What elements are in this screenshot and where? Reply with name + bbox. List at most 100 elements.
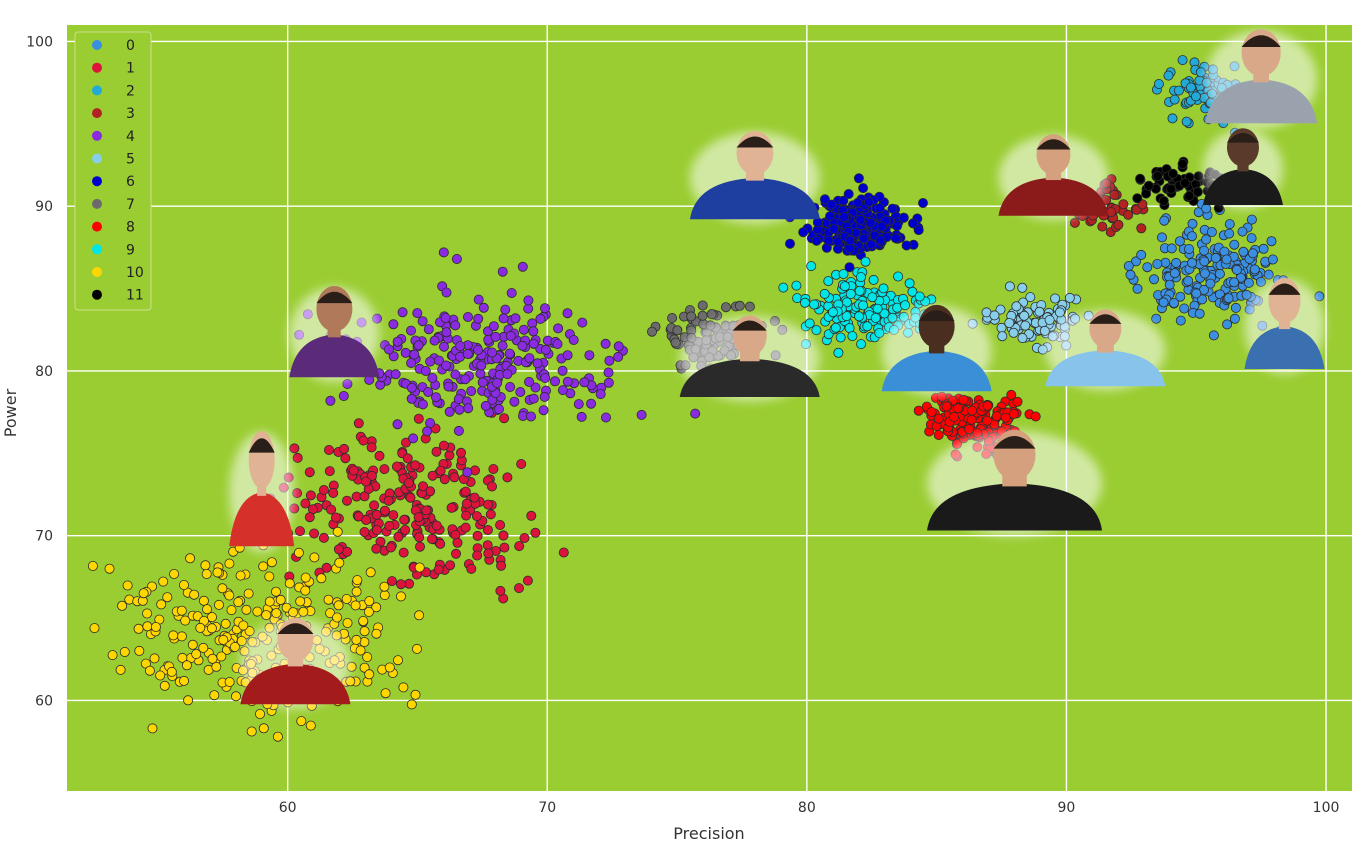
point-cluster-4: [579, 377, 590, 388]
point-cluster-10: [216, 651, 227, 662]
point-cluster-4: [524, 376, 535, 387]
point-cluster-10: [119, 647, 130, 658]
point-cluster-9: [804, 318, 815, 329]
point-cluster-1: [452, 537, 463, 548]
point-cluster-1: [289, 443, 300, 454]
point-cluster-4: [517, 261, 528, 272]
point-cluster-10: [359, 626, 370, 637]
point-cluster-10: [138, 588, 149, 599]
point-cluster-10: [211, 661, 222, 672]
point-cluster-4: [441, 327, 452, 338]
legend-marker: [92, 85, 102, 96]
point-cluster-0: [1123, 260, 1134, 271]
point-cluster-4: [515, 386, 526, 397]
point-cluster-10: [144, 665, 155, 676]
point-cluster-8: [966, 414, 977, 425]
y-tick-label: 90: [35, 199, 53, 215]
point-cluster-1: [369, 500, 380, 511]
point-cluster-4: [613, 351, 624, 362]
point-cluster-10: [258, 723, 269, 734]
point-cluster-9: [867, 292, 878, 303]
point-cluster-7: [744, 301, 755, 312]
point-cluster-5: [1008, 327, 1019, 338]
point-cluster-1: [496, 560, 507, 571]
legend-marker: [92, 130, 102, 141]
point-cluster-9: [845, 288, 856, 299]
point-cluster-5: [1004, 281, 1015, 292]
point-cluster-9: [874, 327, 885, 338]
point-cluster-10: [333, 600, 344, 611]
point-cluster-10: [364, 669, 375, 680]
point-cluster-3: [1136, 223, 1147, 234]
point-cluster-10: [206, 623, 217, 634]
point-cluster-10: [379, 581, 390, 592]
point-cluster-4: [532, 358, 543, 369]
point-cluster-1: [472, 530, 483, 541]
point-cluster-11: [1158, 195, 1169, 206]
point-cluster-4: [423, 324, 434, 335]
point-cluster-1: [449, 472, 460, 483]
point-cluster-11: [1192, 186, 1203, 197]
point-cluster-4: [552, 338, 563, 349]
point-cluster-9: [828, 307, 839, 318]
point-cluster-1: [371, 543, 382, 554]
point-cluster-6: [843, 188, 854, 199]
point-cluster-2: [1177, 55, 1188, 66]
legend-marker: [92, 198, 102, 209]
point-cluster-8: [1012, 396, 1023, 407]
point-cluster-4: [440, 312, 451, 323]
point-cluster-10: [384, 662, 395, 673]
point-cluster-10: [176, 605, 187, 616]
point-cluster-4: [466, 386, 477, 397]
point-cluster-10: [365, 567, 376, 578]
point-cluster-5: [1034, 306, 1045, 317]
point-cluster-1: [340, 453, 351, 464]
point-cluster-7: [667, 312, 678, 323]
point-cluster-1: [353, 418, 364, 429]
point-cluster-10: [309, 552, 320, 563]
point-cluster-10: [246, 726, 257, 737]
point-cluster-1: [522, 575, 533, 586]
point-cluster-1: [371, 509, 382, 520]
point-cluster-4: [441, 287, 452, 298]
point-cluster-4: [584, 350, 595, 361]
player-photo: [998, 134, 1109, 221]
point-cluster-10: [162, 592, 173, 603]
point-cluster-6: [819, 194, 830, 205]
point-cluster-10: [298, 606, 309, 617]
point-cluster-10: [206, 612, 217, 623]
point-cluster-1: [499, 542, 510, 553]
point-cluster-0: [1166, 243, 1177, 254]
point-cluster-0: [1160, 257, 1171, 268]
point-cluster-4: [476, 360, 487, 371]
point-cluster-8: [948, 411, 959, 422]
point-cluster-3: [1069, 217, 1080, 228]
point-cluster-9: [854, 311, 865, 322]
point-cluster-1: [391, 461, 402, 472]
point-cluster-4: [417, 316, 428, 327]
point-cluster-10: [189, 589, 200, 600]
point-cluster-1: [305, 490, 316, 501]
point-cluster-1: [426, 534, 437, 545]
point-cluster-1: [450, 548, 461, 559]
point-cluster-9: [811, 325, 822, 336]
player-photo: [229, 431, 295, 553]
point-cluster-4: [540, 303, 551, 314]
point-cluster-1: [417, 481, 428, 492]
point-cluster-8: [913, 405, 924, 416]
point-cluster-6: [844, 262, 855, 273]
point-cluster-1: [431, 446, 442, 457]
point-cluster-8: [1030, 411, 1041, 422]
point-cluster-0: [1142, 262, 1153, 273]
point-cluster-6: [908, 218, 919, 229]
point-cluster-1: [348, 465, 359, 476]
x-tick-label: 60: [279, 800, 297, 816]
y-axis-label: Power: [1, 388, 20, 437]
point-cluster-10: [252, 606, 263, 617]
point-cluster-9: [856, 339, 867, 350]
point-cluster-10: [300, 585, 311, 596]
point-cluster-1: [414, 532, 425, 543]
legend-label: 3: [126, 106, 135, 122]
point-cluster-10: [352, 575, 363, 586]
point-cluster-9: [847, 331, 858, 342]
